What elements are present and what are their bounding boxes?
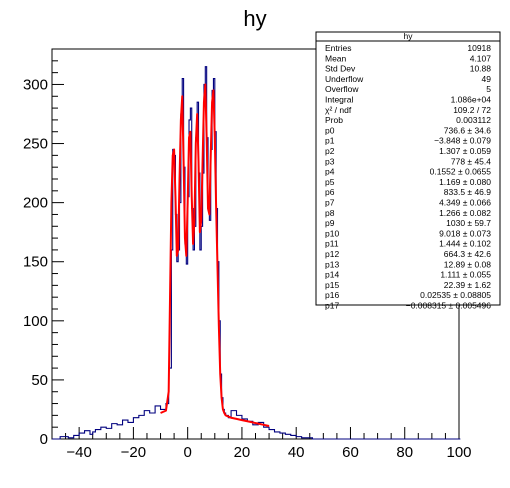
y-tick-label: 200 bbox=[23, 195, 48, 212]
stats-value: 49 bbox=[482, 74, 492, 84]
stats-box-title: hy bbox=[404, 31, 414, 41]
stats-label: p5 bbox=[325, 177, 335, 187]
stats-label: p14 bbox=[325, 270, 339, 280]
x-tick-label: 40 bbox=[288, 444, 305, 461]
stats-label: Prob bbox=[325, 115, 343, 125]
stats-value: 1.444 ± 0.102 bbox=[439, 239, 491, 249]
stats-label: Std Dev bbox=[325, 64, 356, 74]
stats-value: 109.2 / 72 bbox=[453, 105, 491, 115]
stats-label: Entries bbox=[325, 43, 351, 53]
stats-label: Underflow bbox=[325, 74, 364, 84]
axes: −40 −20 0 20 40 60 80 100 0 50 100 150 200 250 300 bbox=[23, 48, 472, 461]
stats-value: 10.88 bbox=[470, 64, 492, 74]
stats-label: p4 bbox=[325, 167, 335, 177]
stats-value: 1.169 ± 0.080 bbox=[439, 177, 491, 187]
stats-value: 4.107 bbox=[470, 53, 492, 63]
y-tick-label: 300 bbox=[23, 76, 48, 93]
stats-label: p17 bbox=[325, 301, 339, 311]
stats-label: χ² / ndf bbox=[325, 105, 352, 115]
stats-label: p6 bbox=[325, 187, 335, 197]
x-tick-label: 80 bbox=[396, 444, 413, 461]
stats-label: p10 bbox=[325, 228, 339, 238]
stats-value: 9.018 ± 0.073 bbox=[439, 228, 491, 238]
x-tick-label: 0 bbox=[183, 444, 191, 461]
stats-value: −3.848 ± 0.079 bbox=[434, 136, 491, 146]
stats-label: p15 bbox=[325, 280, 339, 290]
stats-box: hy Entries 10918 Mean 4.107 Std Dev 10.88 Unde… bbox=[315, 31, 501, 311]
stats-value: 12.89 ± 0.08 bbox=[444, 259, 491, 269]
stats-value: 5 bbox=[486, 84, 491, 94]
stats-label: p3 bbox=[325, 156, 335, 166]
stats-value: 1.111 ± 0.055 bbox=[440, 270, 491, 280]
stats-value: 664.3 ± 42.6 bbox=[444, 249, 491, 259]
x-tick-label: 20 bbox=[234, 444, 251, 461]
stats-label: p8 bbox=[325, 208, 335, 218]
stats-value: 0.02535 ± 0.08805 bbox=[420, 290, 491, 300]
y-tick-label: 0 bbox=[40, 431, 48, 448]
x-tick-label: −20 bbox=[121, 444, 146, 461]
stats-value: 0.003112 bbox=[456, 115, 491, 125]
stats-label: p1 bbox=[325, 136, 335, 146]
stats-value: 833.5 ± 46.9 bbox=[444, 187, 491, 197]
stats-label: p7 bbox=[325, 198, 335, 208]
stats-value: 0.1552 ± 0.0655 bbox=[430, 167, 492, 177]
stats-value: 1.307 ± 0.059 bbox=[439, 146, 491, 156]
stats-label: p2 bbox=[325, 146, 335, 156]
stats-value: 4.349 ± 0.066 bbox=[439, 198, 491, 208]
x-tick-label: −40 bbox=[66, 444, 91, 461]
stats-label: p11 bbox=[325, 239, 339, 249]
y-tick-label: 100 bbox=[23, 313, 48, 330]
stats-value: 1030 ± 59.7 bbox=[446, 218, 491, 228]
stats-value: 10918 bbox=[467, 43, 491, 53]
stats-label: p12 bbox=[325, 249, 339, 259]
stats-value: 22.39 ± 1.62 bbox=[444, 280, 491, 290]
y-tick-label: 50 bbox=[31, 372, 48, 389]
y-tick-label: 250 bbox=[23, 136, 48, 153]
stats-label: p0 bbox=[325, 125, 335, 135]
x-tick-label: 100 bbox=[446, 444, 471, 461]
stats-label: Mean bbox=[325, 53, 347, 63]
stats-value: 736.6 ± 34.6 bbox=[444, 125, 491, 135]
stats-box-frame bbox=[315, 31, 501, 306]
stats-label: Integral bbox=[325, 95, 353, 105]
fit-curve bbox=[160, 83, 270, 427]
stats-label: p9 bbox=[325, 218, 335, 228]
stats-rows: Entries 10918 Mean 4.107 Std Dev 10.88 Underfl… bbox=[325, 43, 491, 311]
fit-series bbox=[160, 83, 270, 427]
stats-value: −0.008315 ± 0.005496 bbox=[406, 301, 492, 311]
stats-value: 778 ± 45.4 bbox=[451, 156, 491, 166]
chart-title: hy bbox=[243, 6, 266, 31]
x-tick-label: 60 bbox=[342, 444, 359, 461]
stats-value: 1.086e+04 bbox=[451, 95, 492, 105]
stats-label: p16 bbox=[325, 290, 339, 300]
stats-label: p13 bbox=[325, 259, 339, 269]
y-tick-label: 150 bbox=[23, 254, 48, 271]
stats-value: 1.266 ± 0.082 bbox=[439, 208, 491, 218]
stats-label: Overflow bbox=[325, 84, 359, 94]
